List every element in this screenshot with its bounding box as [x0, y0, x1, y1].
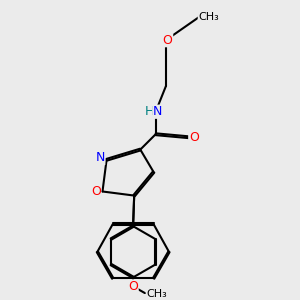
Text: CH₃: CH₃: [198, 12, 219, 22]
Text: CH₃: CH₃: [146, 289, 167, 298]
Text: O: O: [163, 34, 172, 47]
Text: O: O: [189, 131, 199, 144]
Text: N: N: [153, 105, 162, 118]
Text: H: H: [145, 105, 154, 118]
Text: O: O: [128, 280, 138, 293]
Text: O: O: [91, 185, 101, 198]
Text: N: N: [95, 152, 105, 164]
